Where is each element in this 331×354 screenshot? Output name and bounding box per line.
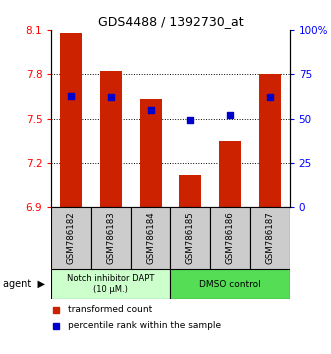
Bar (91, 207, 131, 269)
Bar (131, 207, 170, 269)
Text: GSM786182: GSM786182 (67, 212, 76, 264)
Bar (170, 207, 210, 269)
Point (188, 118, 193, 123)
Bar (51, 207, 91, 269)
Text: GSM786184: GSM786184 (146, 212, 155, 264)
Bar (140, 99, 162, 207)
Bar (100, 72, 122, 207)
Bar (170, 269, 290, 299)
Text: transformed count: transformed count (68, 305, 152, 314)
Point (69, 93, 74, 98)
Bar (250, 207, 290, 269)
Point (108, 95, 114, 100)
Text: GSM786187: GSM786187 (265, 212, 274, 264)
Text: percentile rank within the sample: percentile rank within the sample (68, 321, 221, 330)
Text: GSM786186: GSM786186 (225, 212, 235, 264)
Bar (259, 74, 281, 207)
Bar (219, 141, 241, 207)
Text: DMSO control: DMSO control (199, 280, 261, 289)
Title: GDS4488 / 1392730_at: GDS4488 / 1392730_at (98, 15, 243, 28)
Text: Notch inhibitor DAPT
(10 μM.): Notch inhibitor DAPT (10 μM.) (67, 274, 155, 294)
Bar (60, 33, 82, 207)
Bar (51, 269, 170, 299)
Text: GSM786185: GSM786185 (186, 212, 195, 264)
Point (148, 107, 153, 113)
Point (227, 112, 233, 118)
Point (267, 95, 272, 100)
Bar (179, 175, 201, 207)
Text: agent  ▶: agent ▶ (3, 279, 45, 289)
Text: GSM786183: GSM786183 (106, 212, 116, 264)
Bar (210, 207, 250, 269)
